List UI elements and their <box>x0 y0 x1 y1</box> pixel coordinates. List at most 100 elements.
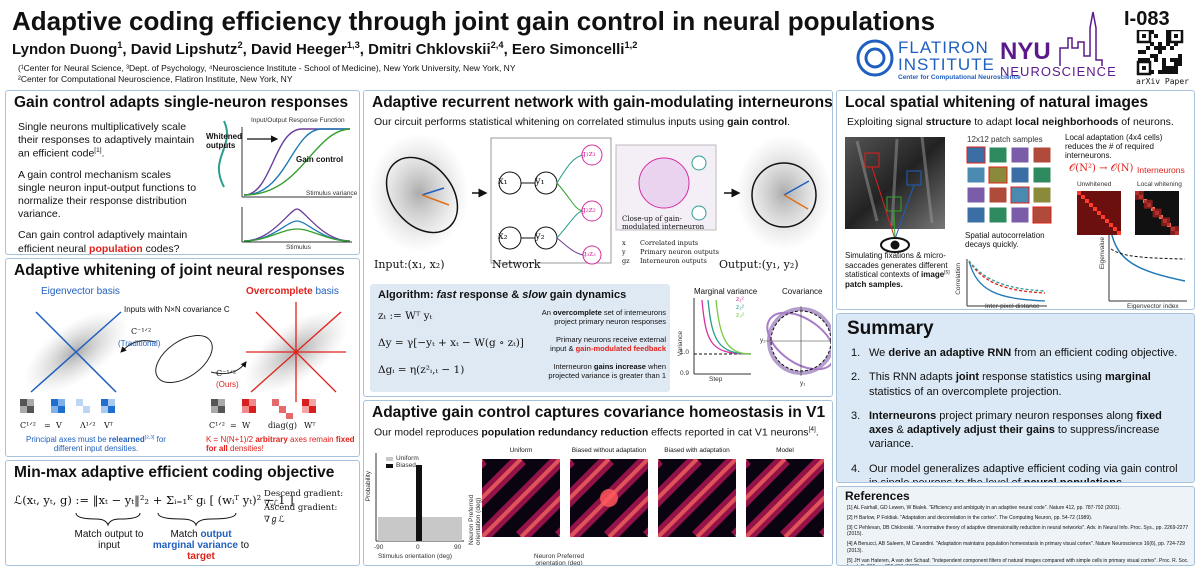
tick-label: 0.9 <box>680 370 690 377</box>
text-run: project primary neuron responses along <box>936 409 1137 422</box>
tick-label: 1.0 <box>680 349 690 356</box>
matrix-cell <box>27 399 34 406</box>
text-run: 1,3 <box>346 40 360 50</box>
heatmap-peak <box>600 489 618 507</box>
matrix-cell <box>218 406 225 413</box>
qr-cell <box>1166 42 1170 46</box>
reference: [5] JH van Hateren, A van der Schaaf. "I… <box>847 557 1189 566</box>
cov-diag <box>1109 223 1113 227</box>
figure-label: (Ours) <box>216 380 239 389</box>
matrix-cell <box>27 406 34 413</box>
text-run: We <box>869 347 889 359</box>
text-run: of neurons. <box>1118 116 1174 128</box>
cov-diag <box>1077 191 1081 195</box>
text-run: Single neurons multiplicatively scale th… <box>18 121 195 160</box>
matrix-cell <box>286 399 293 406</box>
text-run: marginal <box>1104 371 1151 384</box>
heatmap-band <box>746 459 787 501</box>
text-run: Primary neurons receive external input & <box>550 335 666 353</box>
text-run: , Eero Simoncelli <box>503 41 625 58</box>
patch <box>988 186 1008 204</box>
qr-cell <box>1158 42 1162 46</box>
item-text: We derive an adaptive RNN from an effici… <box>869 346 1187 360</box>
qr-cell <box>1154 34 1158 38</box>
complexity-label: Interneurons <box>1137 165 1185 175</box>
patch <box>1032 166 1052 184</box>
stage-label: Output:(y₁, y₂) <box>719 258 799 271</box>
qr-cell <box>1174 70 1178 74</box>
reference: [4] A Benucci, AB Saleem, M Carandini. "… <box>847 541 1185 554</box>
figure-label: (Traditional) <box>118 339 161 348</box>
matrix-cell <box>279 399 286 406</box>
equation-term: Wᵀ <box>304 421 316 430</box>
axis-label: y₂ <box>760 337 766 344</box>
figure-label: Inputs with N×N covariance C <box>124 305 230 314</box>
whitened-block <box>1135 191 1144 200</box>
heatmap <box>746 459 824 537</box>
matrix-cell <box>309 406 316 413</box>
gradient-label: Ascend gradient: ∇ℊℒ <box>264 503 338 525</box>
text-run: set of interneurons project primary neur… <box>554 308 666 326</box>
note: K = N(N+1)/2 arbitrary axes remain fixed… <box>206 435 356 453</box>
plot-title: Marginal variance <box>694 287 758 296</box>
text-run: Our circuit performs statistical whiteni… <box>374 116 728 128</box>
patch <box>988 206 1008 224</box>
text-run: codes? <box>142 242 180 255</box>
qr-cell <box>1150 70 1154 74</box>
panel-whitening: Adaptive whitening of joint neural respo… <box>5 258 360 457</box>
poster-id: I-083 <box>1124 8 1170 30</box>
heatmap-band <box>658 459 699 501</box>
legend-text: Correlated inputs <box>640 239 699 247</box>
text-run: joint <box>955 371 980 384</box>
matrix-cell <box>83 399 90 406</box>
matrix-cell <box>58 406 65 413</box>
text-run: axes remain <box>287 435 336 444</box>
text-run: image <box>921 270 945 280</box>
legend-symbol: x <box>622 239 626 247</box>
text-run: A gain control mechanism scales single n… <box>18 168 197 221</box>
legend-row: y Primary neuron outputs <box>622 248 719 257</box>
skyline <box>1059 11 1103 66</box>
matrix-cell <box>249 406 256 413</box>
section-title: Adaptive recurrent network with gain-mod… <box>372 94 833 111</box>
qr-cell <box>1154 46 1158 50</box>
text-run: [4] <box>808 426 816 433</box>
qr-cell <box>1158 50 1162 54</box>
qr-cell <box>1162 70 1166 74</box>
paragraphs: Single neurons multiplicatively scale th… <box>18 121 200 255</box>
matrix-cell <box>76 406 83 413</box>
subtitle: Exploiting signal structure to adapt loc… <box>847 116 1174 128</box>
network-figure <box>369 133 832 265</box>
legend: x Correlated inputs y Primary neuron output… <box>622 239 719 266</box>
figure-label: C⁻¹ᐟ² <box>131 327 152 336</box>
text-run: 1,2 <box>624 40 638 50</box>
panel-gain-control: Gain control adapts single-neuron respon… <box>5 90 360 255</box>
text-run: gain control <box>727 116 788 128</box>
qr-cell <box>1154 58 1158 62</box>
matrix-cell <box>309 399 316 406</box>
text-run: statistics of an overcomplete projection… <box>869 385 1062 398</box>
stage-label: Network <box>492 258 541 271</box>
text-run: Algorithm: <box>378 289 437 301</box>
text-run: overcomplete <box>553 308 602 317</box>
qr-finder <box>1142 66 1146 70</box>
paragraph: Single neurons multiplicatively scale th… <box>18 121 200 161</box>
qr-code <box>1136 30 1184 76</box>
text-run: Match <box>170 529 201 540</box>
equation-term: = <box>230 421 237 430</box>
equation-term: V <box>56 421 62 430</box>
panel-title: Uniform <box>509 447 533 454</box>
patch <box>1032 186 1052 204</box>
text-run: local neighborhoods <box>1015 116 1119 128</box>
text-run: to <box>237 540 250 551</box>
panel-references: References [1] AL Fairhall, GD Lewen, W … <box>836 486 1195 566</box>
matrix-cell <box>279 413 286 419</box>
node-label: g₃z₃ <box>582 250 596 258</box>
cov-diag <box>1113 227 1117 231</box>
text-run: population <box>89 242 143 255</box>
node-label: y₂ <box>535 231 545 242</box>
brace-label: Match output marginal variance to target <box>151 529 251 562</box>
text-run: effects reported in cat V1 neurons <box>648 426 809 439</box>
matrix-cell <box>83 406 90 413</box>
gradient-label: Descend gradient: ∇ᵧℒ <box>264 489 344 509</box>
